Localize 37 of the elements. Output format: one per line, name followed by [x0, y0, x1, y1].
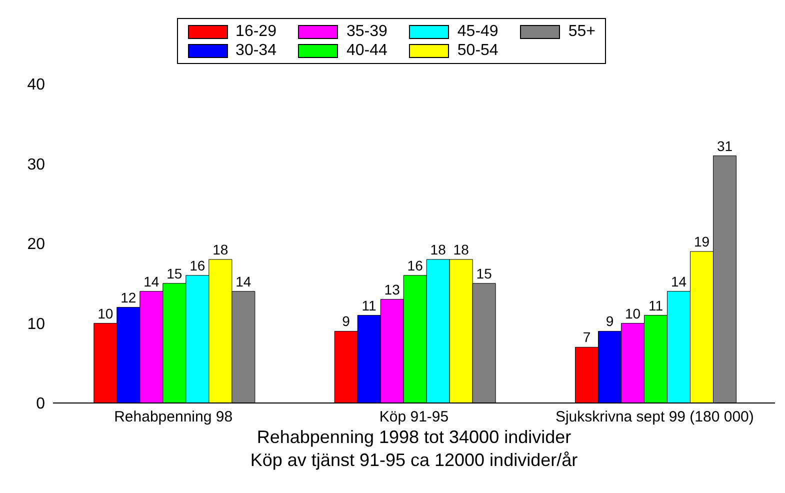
data-label: 11 [648, 297, 664, 314]
data-label: 18 [212, 241, 228, 258]
legend-label: 55+ [568, 22, 596, 40]
y-tick-label: 0 [36, 396, 46, 413]
data-label: 18 [453, 241, 470, 258]
data-label: 10 [98, 305, 114, 322]
y-tick-label: 20 [27, 236, 46, 254]
x-axis-title: Rehabpenning 1998 tot 34000 individer Köp av tjänst 91-95 ca 12000 individer/år [250, 427, 578, 470]
data-label: 14 [670, 273, 687, 290]
legend-label: 50-54 [457, 42, 498, 60]
data-label: 10 [624, 305, 641, 322]
x-tick-label: Sjukskrivna sept 99 (180 000) [555, 408, 754, 426]
data-label: 12 [120, 289, 136, 306]
y-tick-label: 10 [27, 316, 46, 333]
data-label: 15 [476, 265, 492, 282]
data-label: 18 [430, 241, 446, 258]
data-label: 11 [362, 297, 377, 314]
y-tick-label: 30 [27, 156, 46, 174]
data-label: 14 [236, 273, 252, 290]
legend-label: 35-39 [346, 22, 388, 40]
data-label: 14 [144, 273, 160, 290]
data-label: 31 [716, 138, 733, 154]
legend-label: 45-49 [457, 22, 498, 40]
data-label: 7 [582, 329, 591, 346]
data-label: 19 [694, 233, 710, 250]
data-label: 13 [384, 281, 400, 298]
legend-label: 30-34 [236, 42, 276, 60]
data-label: 16 [407, 257, 424, 274]
data-label: 16 [190, 257, 206, 274]
data-label: 9 [342, 313, 350, 330]
legend-label: 40-44 [346, 42, 388, 60]
y-tick-label: 40 [27, 76, 46, 94]
data-label: 9 [606, 313, 614, 330]
x-tick-label: Köp 91-95 [379, 408, 449, 426]
legend-label: 16-29 [236, 22, 276, 40]
data-label: 15 [166, 265, 182, 282]
x-tick-label: Rehabpenning 98 [114, 408, 233, 426]
